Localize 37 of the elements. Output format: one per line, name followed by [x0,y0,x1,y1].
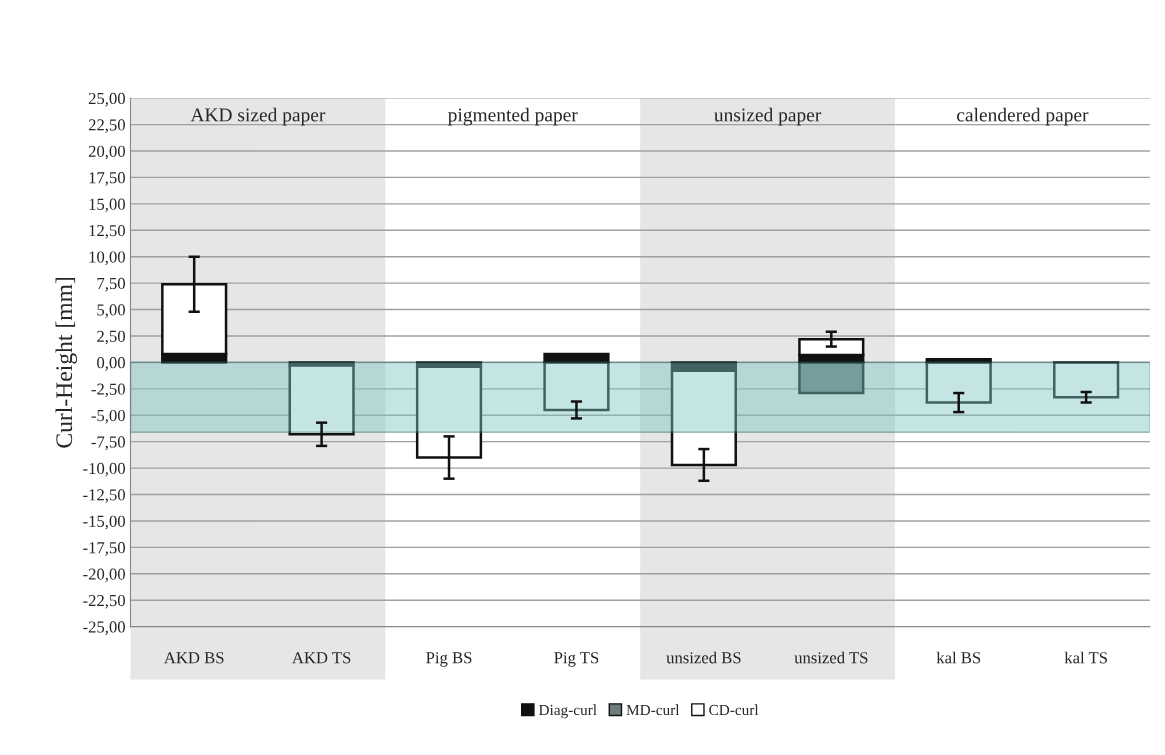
x-tick-label: Pig TS [554,652,599,667]
y-tick-label: -10,00 [83,462,125,477]
y-tick-label: -20,00 [83,568,125,583]
y-tick-label: -7,50 [91,436,125,451]
y-tick-label: 10,00 [89,251,125,266]
legend-label: Diag-curl [538,704,597,719]
x-tick-label: AKD BS [164,652,224,664]
y-axis-title: Curl-Height [mm] [55,277,78,448]
y-tick-label: 25,00 [88,92,125,107]
y-tick-label: -15,00 [83,515,125,530]
x-tick-label: unsized BS [666,651,741,664]
x-tick-label: kal TS [1064,651,1107,664]
y-tick-label: 0,00 [97,357,125,371]
y-tick-label: -5,00 [91,409,125,424]
annotation: calendered paper [957,107,1089,126]
x-tick-label: AKD TS [292,652,351,664]
legend-label: CD-curl [709,704,759,716]
y-tick-label: 7,50 [97,277,125,292]
band-label: unsized paper [714,107,822,126]
y-tick-label: 20,00 [88,145,125,160]
y-tick-label: 5,00 [97,304,125,318]
x-tick-label: kal BS [936,651,981,664]
y-tick-label: 17,50 [89,172,125,186]
x-tick-label: unsized TS [794,651,868,664]
x-tick-label: Pig BS [426,652,472,667]
band-label: AKD sized paper [190,107,326,126]
annotation: pigmented paper [448,107,578,126]
y-tick-label: -2,50 [91,383,125,398]
y-tick-label: 2,50 [97,330,125,345]
y-tick-label: -25,00 [83,621,125,635]
y-tick-label: -22,50 [83,594,125,609]
y-tick-label: -12,50 [83,489,125,503]
legend-label: MD-curl [626,704,680,716]
y-tick-label: 15,00 [89,198,125,213]
y-tick-label: 12,50 [89,224,125,239]
y-tick-label: -17,50 [83,542,125,556]
y-tick-label: 22,50 [88,119,125,133]
